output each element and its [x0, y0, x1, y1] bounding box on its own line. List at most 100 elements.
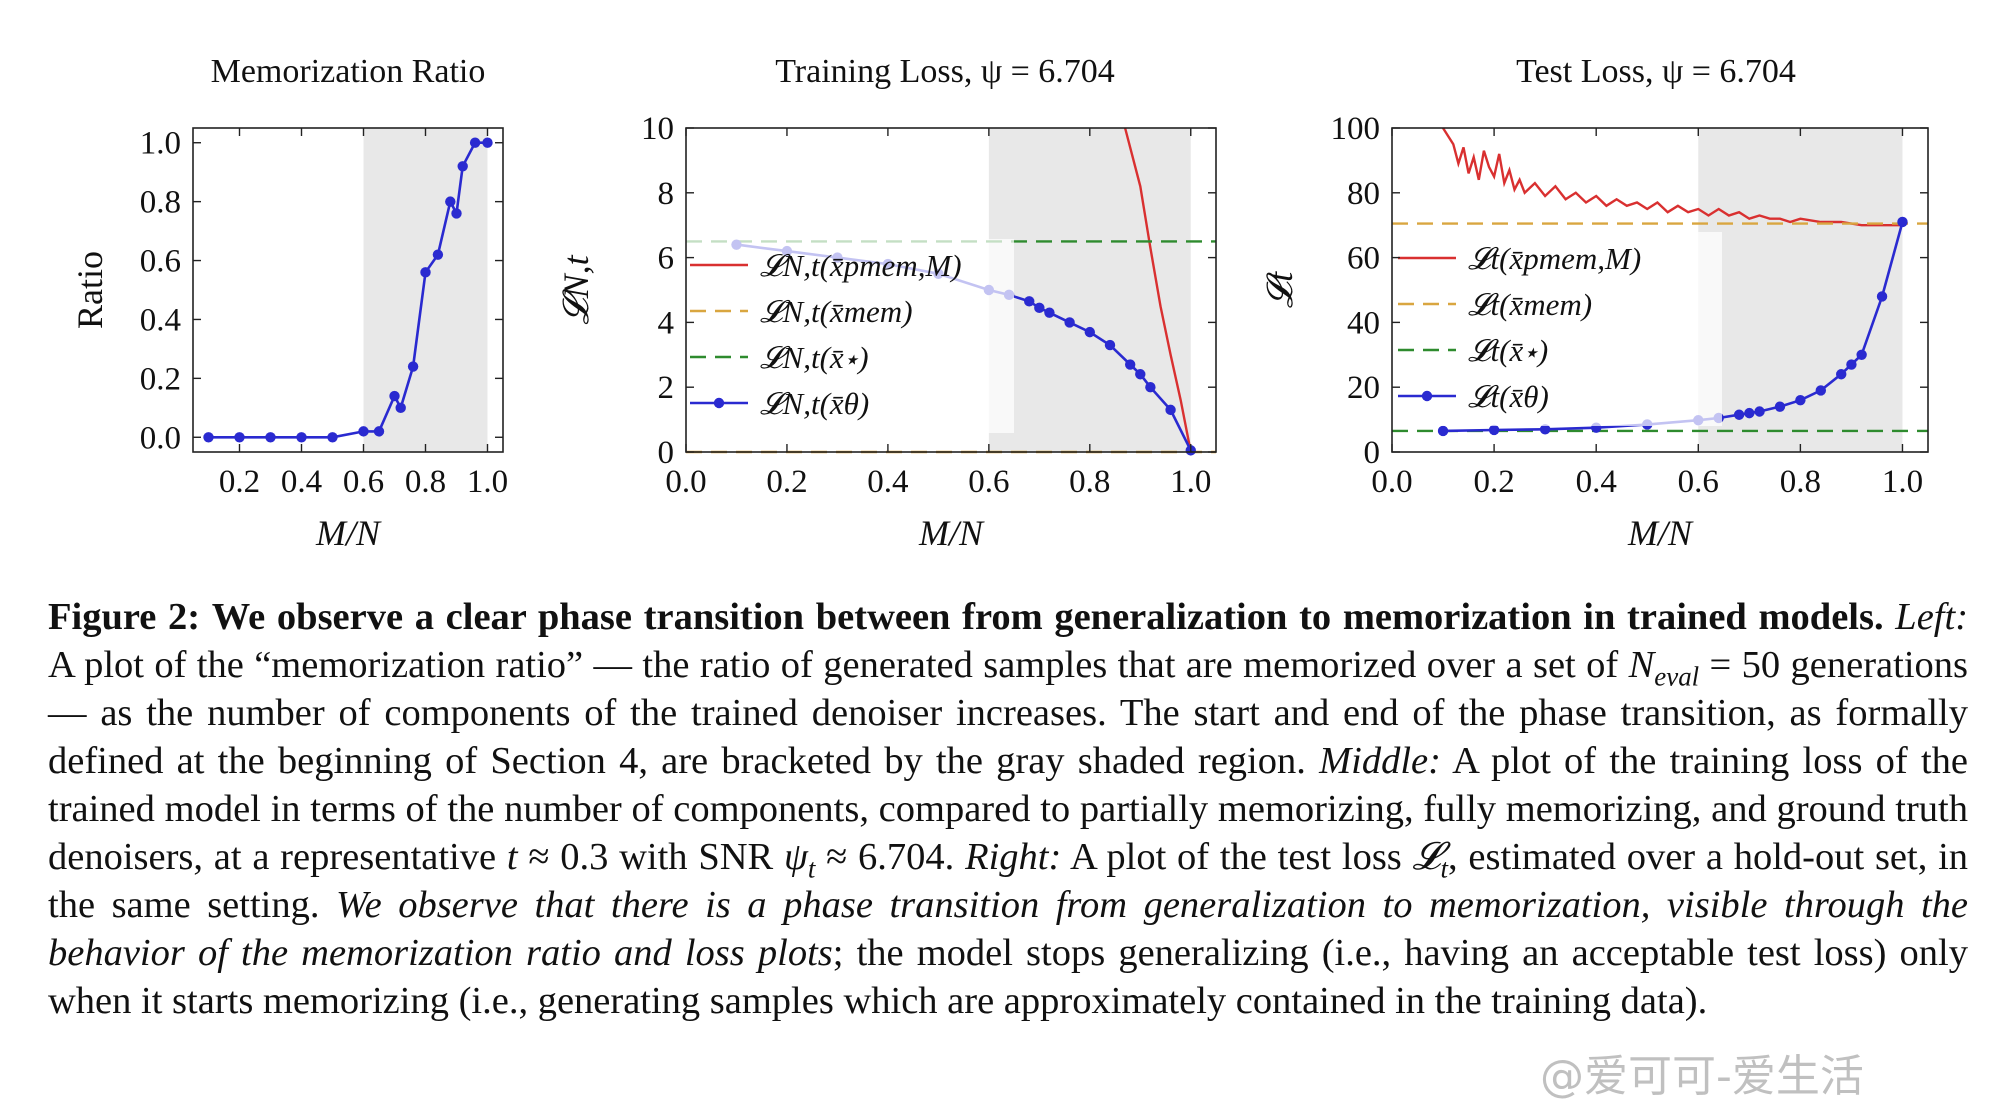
right-text-2: , estimated over a hold-out set, in the …	[48, 836, 1969, 926]
series-point	[1846, 359, 1857, 370]
math-psi-value: ≈ 6.704.	[826, 836, 955, 878]
x-tick-label: 0.6	[1678, 464, 1719, 500]
caption-final-text: ; the model stops generalizing (i.e., ha…	[48, 932, 1969, 1022]
series-point	[1897, 216, 1908, 228]
y-tick-label: 0.0	[140, 420, 181, 456]
y-tick-label: 20	[1347, 370, 1380, 406]
right-label: Right:	[965, 836, 1062, 878]
y-tick-label: 10	[641, 111, 674, 147]
legend-label: 𝓛t(x̄mem)	[1468, 287, 1592, 322]
series-point	[457, 161, 468, 172]
math-n: N	[1628, 644, 1655, 686]
x-tick-label: 0.2	[219, 464, 260, 500]
series-point	[265, 432, 276, 443]
series-point	[1084, 326, 1096, 338]
x-tick-label: 0.4	[1576, 464, 1617, 500]
phase-transition-region	[363, 128, 488, 452]
series-point	[1539, 424, 1551, 435]
plot-frame	[685, 127, 1217, 453]
series-point	[1145, 382, 1156, 393]
series-point	[327, 432, 338, 443]
series-point	[420, 267, 431, 278]
series-point	[1104, 339, 1116, 351]
series-point	[358, 426, 369, 437]
y-axis-label: 𝓛N,t	[556, 254, 596, 324]
series-point	[1754, 406, 1765, 417]
y-tick-label: 0	[1364, 435, 1381, 471]
y-tick-label: 0.6	[140, 244, 181, 280]
left-text-1: A plot of the “memorization ratio” — the…	[48, 644, 1619, 686]
y-tick-label: 1.0	[140, 126, 181, 162]
series-point	[1744, 407, 1755, 419]
legend-label: 𝓛N,t(x̄pmem,M)	[760, 248, 962, 283]
series-point	[445, 196, 456, 207]
math-eq-50: = 50	[1709, 644, 1781, 686]
y-tick-label: 6	[658, 241, 675, 277]
watermark-text: @爱可可-爱生活	[1540, 1051, 1864, 1102]
series-point	[1733, 409, 1745, 420]
series-point	[1437, 425, 1449, 437]
series-point	[1135, 369, 1146, 380]
series-point	[234, 432, 245, 443]
middle-label: Middle:	[1319, 740, 1441, 782]
series-point	[395, 402, 406, 414]
legend-box	[684, 239, 1014, 433]
x-tick-label: 0.6	[968, 464, 1009, 500]
x-tick-label: 0.8	[1069, 464, 1110, 500]
x-tick-label: 0.8	[405, 464, 446, 500]
y-tick-label: 4	[658, 305, 675, 341]
series-point	[1165, 404, 1176, 416]
y-tick-label: 80	[1347, 176, 1380, 212]
series-point	[1044, 307, 1055, 318]
series-point	[389, 390, 400, 402]
training-loss-panel: 𝓛N,t(x̄pmem,M) 𝓛N,t(x̄mem) 𝓛N,t(x̄⋆) 𝓛N,t(x…	[556, 53, 1217, 553]
series-point	[1024, 296, 1035, 307]
legend-marker	[713, 397, 725, 409]
middle-text-2: with SNR	[619, 836, 774, 878]
x-axis-label: M/N	[315, 513, 382, 553]
series-point	[296, 432, 307, 443]
x-tick-label: 1.0	[467, 464, 508, 500]
left-label: Left:	[1895, 596, 1969, 638]
chart-title: Test Loss, ψ = 6.704	[1516, 53, 1796, 90]
series-point	[482, 137, 493, 148]
math-psi-t: ψt	[783, 836, 815, 882]
legend-label: 𝓛N,t(x̄mem)	[760, 294, 913, 329]
math-eval-sub: eval	[1654, 661, 1700, 692]
legend-marker	[1421, 390, 1433, 402]
y-tick-label: 0	[658, 435, 675, 471]
math-t: t	[506, 836, 518, 878]
y-tick-label: 60	[1347, 241, 1380, 277]
y-tick-label: 40	[1347, 305, 1380, 341]
series-point	[432, 249, 444, 260]
y-tick-label: 100	[1331, 111, 1381, 147]
figure-caption: Figure 2: We observe a clear phase trans…	[48, 593, 1968, 1025]
plot-frame	[1391, 127, 1929, 453]
caption-italic-conclusion: We observe that there is a phase transit…	[48, 884, 1969, 974]
math-n-eval: Neval	[1628, 644, 1700, 690]
x-tick-label: 0.2	[766, 464, 807, 500]
series-point	[1034, 302, 1045, 314]
series-point	[407, 361, 419, 372]
x-tick-label: 0.4	[281, 464, 322, 500]
series-point	[373, 426, 385, 437]
series-line-0	[1441, 127, 1903, 227]
x-tick-label: 1.0	[1882, 464, 1923, 500]
x-tick-label: 0.0	[665, 464, 706, 500]
x-tick-label: 0.6	[343, 464, 384, 500]
x-tick-label: 0.4	[867, 464, 908, 500]
math-psi: ψ	[783, 836, 808, 878]
memorization-ratio-panel: 0.2 0.4 0.6 0.8 1.0 0.0 0.2 0.4 0.6 0.8 1.0 Memoriz…	[70, 53, 508, 553]
y-tick-label: 0.8	[140, 185, 181, 221]
math-l-t: 𝓛t	[1413, 836, 1448, 882]
series-point	[1856, 349, 1867, 360]
x-tick-label: 0.2	[1473, 464, 1514, 500]
series-point	[1774, 401, 1786, 412]
x-tick-label: 0.0	[1371, 464, 1412, 500]
legend-label: 𝓛N,t(x̄θ)	[760, 386, 869, 421]
legend-label: 𝓛t(x̄⋆)	[1468, 333, 1548, 368]
series-point	[1488, 424, 1500, 436]
phase-transition-region	[988, 128, 1191, 452]
x-tick-label: 1.0	[1170, 464, 1211, 500]
legend-label: 𝓛N,t(x̄⋆)	[760, 340, 869, 375]
